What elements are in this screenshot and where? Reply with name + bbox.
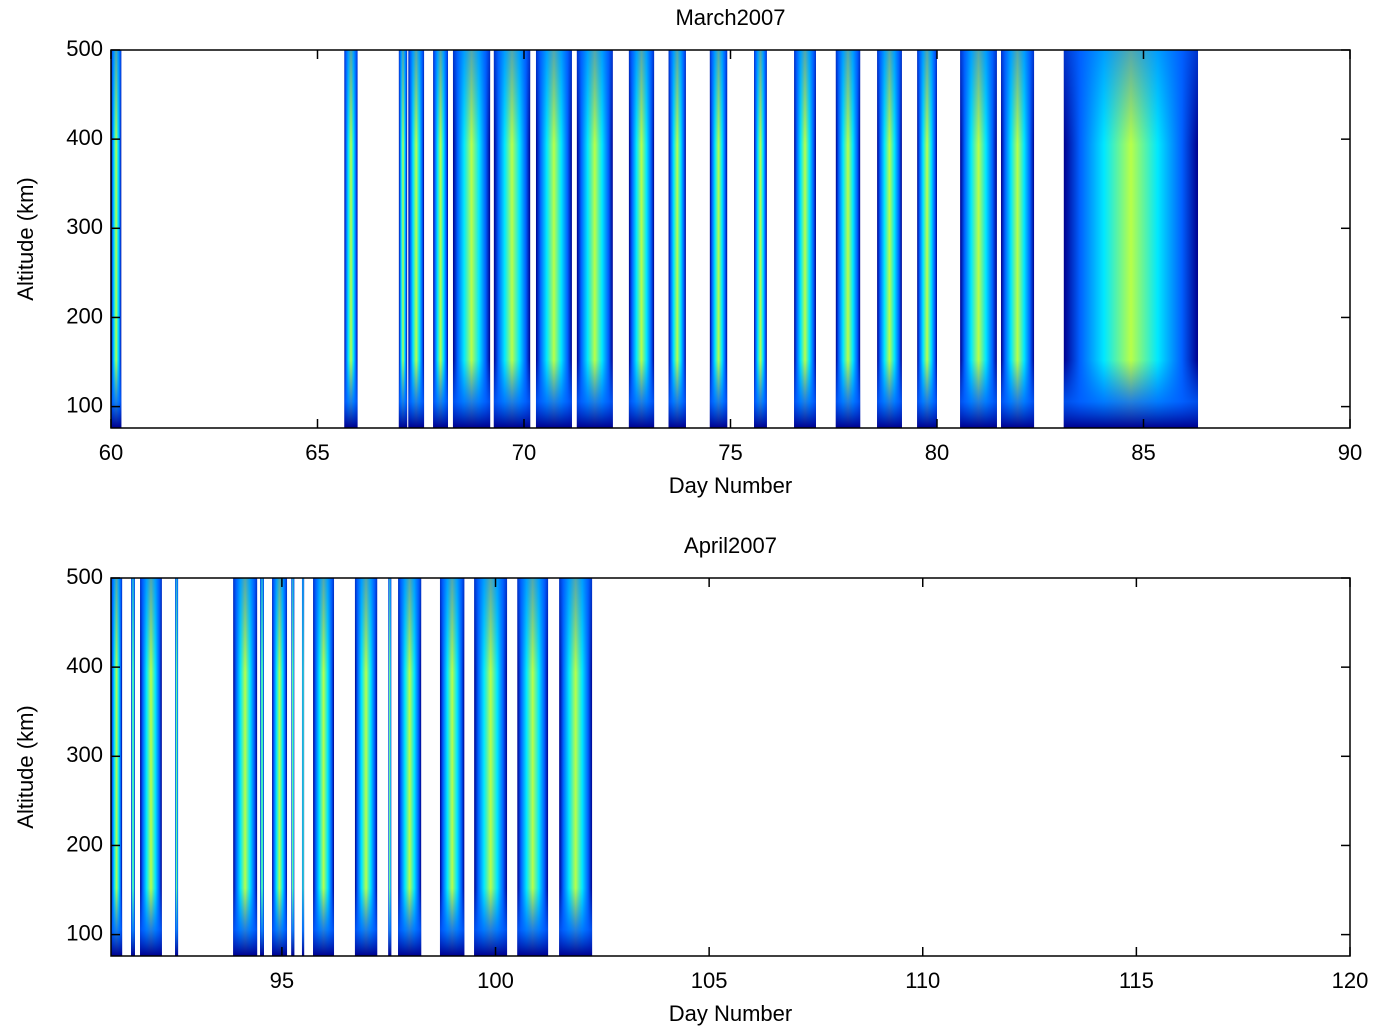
strip-shade	[313, 578, 335, 956]
strip-shade	[175, 578, 179, 956]
x-tick-label: 95	[270, 968, 294, 993]
y-tick-label: 500	[66, 564, 103, 589]
strip-shade	[668, 50, 686, 428]
x-tick-label: 85	[1131, 440, 1155, 465]
strip-shade	[291, 578, 295, 956]
strip-shade	[1001, 50, 1035, 428]
strip-shade	[917, 50, 937, 428]
x-axis-label: Day Number	[669, 1001, 792, 1026]
strip-shade	[754, 50, 767, 428]
y-axis-label: Altitude (km)	[13, 177, 38, 300]
strip-shade	[398, 50, 408, 428]
y-tick-label: 100	[66, 920, 103, 945]
strip-shade	[131, 578, 135, 956]
strip-shade	[344, 50, 358, 428]
strip-shade	[559, 578, 593, 956]
strip-shade	[439, 578, 465, 956]
strip-shade	[111, 578, 123, 956]
strip-shade	[709, 50, 728, 428]
strip-shade	[452, 50, 491, 428]
strip-shade	[388, 578, 392, 956]
strip-shade	[517, 578, 549, 956]
y-tick-label: 200	[66, 831, 103, 856]
strip-shade	[140, 578, 162, 956]
chart-title: March2007	[675, 5, 785, 30]
strip-shade	[272, 578, 288, 956]
x-tick-label: 65	[305, 440, 329, 465]
strip-shade	[354, 578, 378, 956]
y-tick-label: 300	[66, 742, 103, 767]
strip-shade	[474, 578, 508, 956]
axes-box	[110, 577, 1351, 957]
y-axis-label: Altitude (km)	[13, 705, 38, 828]
strip-shade	[576, 50, 613, 428]
x-tick-label: 70	[512, 440, 536, 465]
y-tick-label: 400	[66, 125, 103, 150]
x-tick-label: 90	[1338, 440, 1362, 465]
x-tick-label: 60	[99, 440, 123, 465]
strip-shade	[628, 50, 655, 428]
strip-shade	[960, 50, 997, 428]
strip-shade	[493, 50, 531, 428]
x-tick-label: 80	[925, 440, 949, 465]
strip-shade	[111, 50, 122, 428]
strip-shade	[233, 578, 258, 956]
x-tick-label: 75	[718, 440, 742, 465]
strip-shade	[794, 50, 816, 428]
strip-shade	[835, 50, 861, 428]
strip-shade	[398, 578, 422, 956]
y-tick-label: 200	[66, 303, 103, 328]
x-tick-label: 100	[477, 968, 514, 993]
strip-shade	[301, 578, 305, 956]
strip-shade	[408, 50, 425, 428]
strip-shade	[260, 578, 264, 956]
strip-shade	[1063, 50, 1199, 428]
x-axis-label: Day Number	[669, 473, 792, 498]
x-tick-label: 120	[1332, 968, 1369, 993]
strip-shade	[433, 50, 449, 428]
x-tick-label: 105	[691, 968, 728, 993]
y-tick-label: 400	[66, 653, 103, 678]
x-tick-label: 115	[1119, 968, 1154, 993]
chart-title: April2007	[684, 533, 777, 558]
strip-shade	[877, 50, 902, 428]
strip-shade	[535, 50, 572, 428]
x-tick-label: 110	[905, 968, 940, 993]
y-tick-label: 100	[66, 392, 103, 417]
y-tick-label: 500	[66, 36, 103, 61]
y-tick-label: 300	[66, 214, 103, 239]
